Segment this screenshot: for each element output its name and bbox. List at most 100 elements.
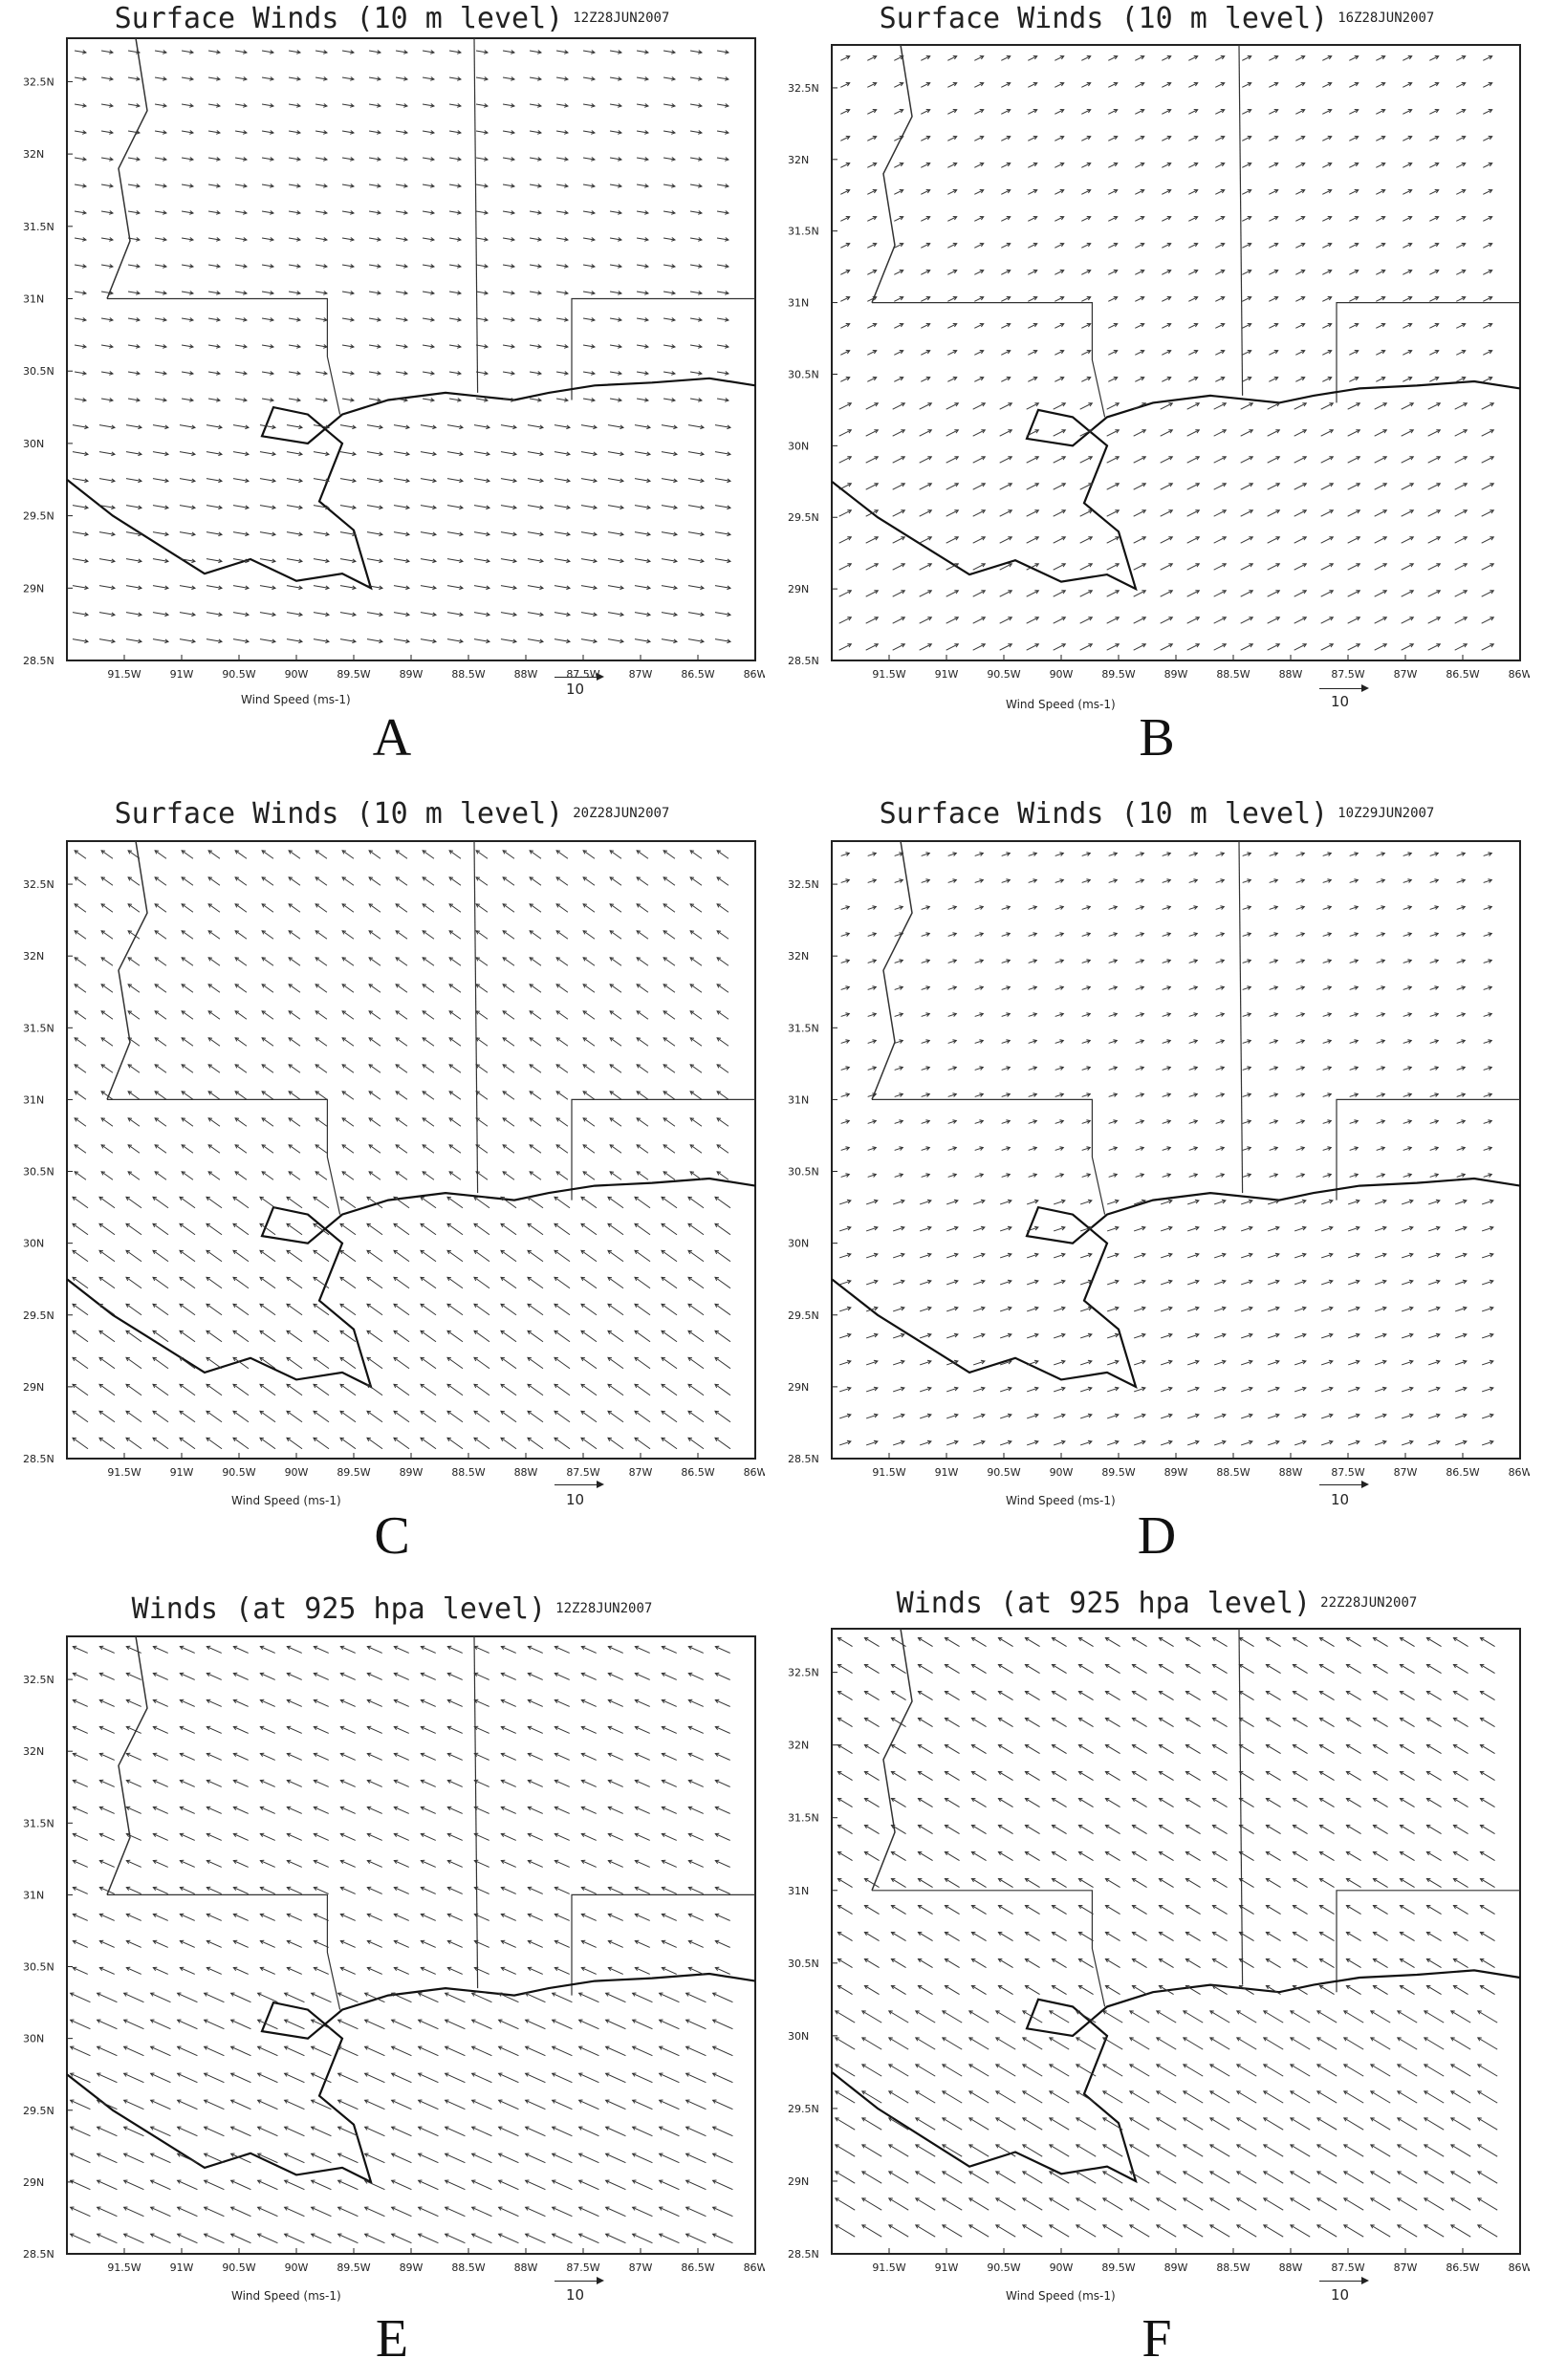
wind-arrow (1106, 1200, 1120, 1205)
wind-arrow-head (1463, 536, 1468, 541)
wind-arrow (1320, 1387, 1334, 1393)
wind-arrow-head (1220, 932, 1226, 937)
wind-arrow (921, 216, 930, 222)
wind-speed-label: Wind Speed (ms-1) (1006, 698, 1116, 711)
wind-arrow (368, 371, 381, 375)
wind-arrow-head (1356, 402, 1361, 407)
wind-arrow-head (1220, 136, 1226, 141)
wind-arrow-head (1247, 852, 1252, 856)
wind-arrow-head (405, 478, 411, 484)
wind-arrow-head (475, 1144, 481, 1149)
wind-arrow (474, 1646, 489, 1654)
wind-arrow-head (663, 1064, 668, 1069)
wind-arrow (1026, 617, 1039, 624)
wind-arrow (393, 612, 410, 616)
wind-arrow (921, 296, 930, 302)
wind-arrow (840, 82, 850, 88)
wind-arrow-head (1059, 296, 1065, 301)
lon-tick-label: 88.5W (451, 1466, 485, 1479)
wind-arrow-head (259, 1383, 265, 1389)
wind-arrow-head (484, 264, 489, 269)
wind-arrow-head (979, 852, 985, 856)
wind-arrow (475, 237, 489, 241)
wind-arrow-head (644, 130, 650, 135)
wind-arrow-head (687, 1222, 693, 1228)
wind-arrow (1294, 509, 1307, 517)
wind-arrow-head (1061, 456, 1067, 461)
wind-arrow-head (395, 1091, 401, 1095)
wind-arrow-head (1086, 350, 1092, 355)
wind-arrow (663, 1117, 676, 1127)
wind-arrow-head (1435, 1386, 1441, 1392)
wind-arrow-head (981, 590, 987, 595)
wind-arrow-head (1086, 243, 1092, 248)
wind-arrow-head (952, 162, 958, 167)
wind-arrow (892, 1307, 905, 1312)
wind-arrow-head (700, 478, 706, 484)
wind-arrow-head (979, 216, 985, 221)
wind-arrow-head (1113, 1066, 1119, 1071)
wind-arrow-head (925, 905, 931, 910)
wind-arrow-head (206, 1437, 211, 1442)
wind-arrow-head (422, 930, 427, 935)
wind-arrow-head (138, 451, 143, 457)
wind-arrow-head (313, 1249, 318, 1255)
wind-arrow-head (1248, 1386, 1253, 1392)
wind-arrow (100, 371, 114, 375)
wind-arrow (313, 505, 330, 508)
wind-arrow (919, 1387, 932, 1393)
wind-arrow-head (377, 50, 382, 54)
panel-letter: C (374, 1506, 410, 1566)
wind-arrow (661, 1410, 678, 1423)
wind-arrow-head (1273, 932, 1279, 937)
wind-arrow-head (1328, 1225, 1334, 1231)
wind-arrow-head (1220, 377, 1226, 381)
wind-arrow (154, 76, 167, 80)
wind-arrow-head (1300, 243, 1306, 248)
wind-arrow (1028, 55, 1037, 61)
wind-arrow-head (1354, 1093, 1359, 1097)
wind-arrow-head (296, 76, 302, 81)
wind-arrow (366, 1222, 383, 1236)
wind-arrow-head (1382, 563, 1388, 568)
wind-arrow (1160, 483, 1173, 490)
wind-arrow (261, 157, 274, 161)
wind-arrow (1001, 1013, 1011, 1017)
wind-arrow (1349, 960, 1359, 963)
lat-tick-label: 30N (788, 440, 809, 452)
wind-arrow (1295, 933, 1305, 937)
wind-arrow (1376, 1147, 1385, 1151)
wind-arrow (1483, 216, 1492, 222)
wind-arrow (689, 371, 703, 375)
wind-arrow-head (459, 531, 465, 537)
wind-arrow (395, 1064, 408, 1073)
wind-arrow-head (564, 398, 570, 402)
wind-arrow (422, 237, 435, 241)
wind-arrow-head (111, 424, 117, 430)
wind-arrow-head (899, 1173, 904, 1178)
wind-arrow-head (926, 1306, 932, 1311)
wind-arrow-head (207, 1144, 213, 1149)
wind-arrow (448, 291, 462, 294)
wind-arrow (607, 1383, 624, 1396)
wind-arrow-head (152, 1222, 158, 1228)
wind-arrow (1240, 1387, 1253, 1393)
wind-arrow (502, 237, 515, 241)
wind-arrow-head (109, 130, 115, 135)
wind-arrow-head (979, 1173, 985, 1178)
wind-arrow (1376, 323, 1385, 329)
wind-arrow-head (529, 957, 534, 962)
wind-arrow (232, 478, 250, 482)
wind-arrow (894, 377, 903, 382)
wind-arrow (395, 1037, 408, 1047)
wind-arrow (1376, 933, 1385, 937)
wind-arrow (1135, 1120, 1144, 1124)
wind-arrow (315, 210, 328, 214)
wind-arrow-head (716, 903, 722, 908)
wind-arrow-head (109, 157, 115, 162)
wind-arrow-head (286, 1410, 292, 1416)
wind-arrow-head (980, 1225, 986, 1231)
wind-arrow-head (1006, 878, 1011, 883)
wind-arrow-head (714, 1437, 720, 1442)
wind-arrow-head (206, 1222, 211, 1228)
